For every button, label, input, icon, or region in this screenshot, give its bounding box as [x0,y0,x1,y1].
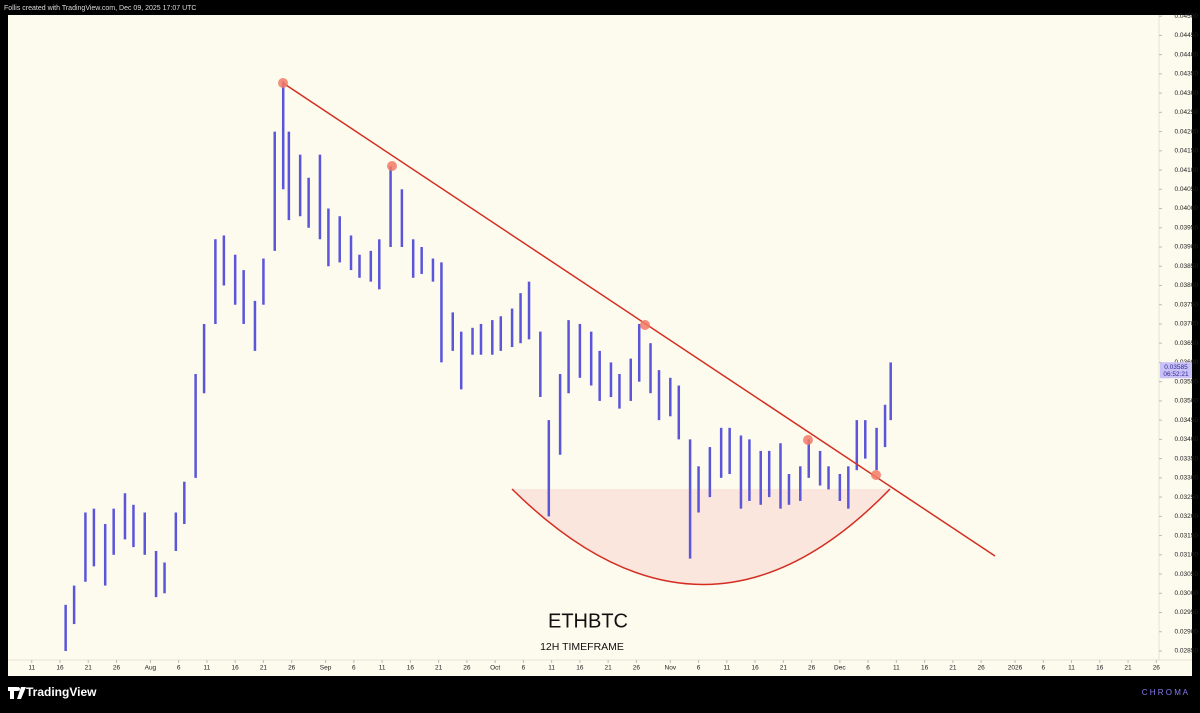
y-tick-label: 0.04100 [1175,167,1199,174]
x-tick-label: 21 [260,665,268,672]
x-tick-label: 26 [113,665,121,672]
y-tick-label: 0.04500 [1175,13,1199,20]
x-tick-label: 6 [1041,665,1045,672]
y-tick-label: 0.03900 [1175,244,1199,251]
x-tick-label: 16 [56,665,64,672]
x-tick-label: 6 [177,665,181,672]
logo-text: TradingView [26,685,97,699]
x-tick-label: 16 [751,665,759,672]
x-tick-label: Nov [665,665,677,672]
price-tag-label: 0.03585 [1164,364,1188,371]
y-tick-label: 0.03250 [1175,494,1199,501]
x-tick-label: 21 [85,665,93,672]
x-tick-label: 16 [576,665,584,672]
x-tick-label: 16 [921,665,929,672]
y-tick-label: 0.04300 [1175,90,1199,97]
y-tick-label: 0.03050 [1175,571,1199,578]
chart-subtitle: 12H TIMEFRAME [540,641,624,653]
touch-points [278,78,881,480]
x-tick-label: 21 [780,665,788,672]
x-tick-label: 26 [1153,665,1161,672]
x-tick-label: 21 [949,665,957,672]
x-tick-label: 6 [352,665,356,672]
touch-point [278,78,288,88]
chart-area [8,15,1192,676]
y-tick-label: 0.03150 [1175,532,1199,539]
x-tick-label: Sep [320,665,332,672]
x-tick-label: 11 [1068,665,1075,672]
y-tick-label: 0.03750 [1175,301,1199,308]
y-tick-label: 0.04050 [1175,186,1199,193]
footer [0,676,1200,708]
cup-arc [511,488,891,586]
x-tick-label: 26 [633,665,641,672]
x-tick-label: 11 [893,665,900,672]
y-tick-label: 0.03850 [1175,263,1199,270]
x-tick-label: 26 [978,665,986,672]
y-tick-label: 0.04150 [1175,148,1199,155]
y-tick-label: 0.02850 [1175,648,1199,655]
x-tick-label: 26 [463,665,471,672]
x-tick-label: 16 [232,665,240,672]
y-tick-label: 0.03200 [1175,513,1199,520]
y-tick-label: 0.03500 [1175,398,1199,405]
y-tick-label: 0.04200 [1175,128,1199,135]
y-tick-label: 0.04450 [1175,32,1199,39]
y-tick-label: 0.03650 [1175,340,1199,347]
x-tick-label: 21 [435,665,443,672]
y-tick-label: 0.02950 [1175,609,1199,616]
x-tick-label: 6 [522,665,526,672]
y-tick-label: 0.04000 [1175,205,1199,212]
chart-title: ETHBTC [548,610,628,632]
x-tick-label: 6 [866,665,870,672]
brand: C H R O M A [1142,688,1189,697]
touch-point [803,435,813,445]
x-tick-label: 11 [548,665,555,672]
y-tick-label: 0.03450 [1175,417,1199,424]
y-tick-label: 0.03950 [1175,224,1199,231]
bars [64,81,892,651]
price-tag-box [1160,362,1192,379]
price-tag-countdown: 06:52:21 [1163,371,1189,378]
x-tick-label: 11 [204,665,211,672]
y-tick-label: 0.03550 [1175,378,1199,385]
y-tick-label: 0.02900 [1175,628,1199,635]
x-tick-label: 26 [288,665,296,672]
x-tick-label: 16 [1096,665,1104,672]
header-text: Follis created with TradingView.com, Dec… [4,5,196,12]
y-tick-label: 0.04250 [1175,109,1199,116]
x-tick-label: 26 [808,665,816,672]
x-tick-label: 16 [407,665,415,672]
x-tick-label: 11 [723,665,730,672]
y-tick-label: 0.04350 [1175,71,1199,78]
x-tick-label: 21 [1124,665,1132,672]
y-tick-label: 0.03800 [1175,282,1199,289]
x-tick-label: 21 [605,665,613,672]
logo-mark [8,687,26,699]
x-tick-label: Oct [490,665,500,672]
y-tick-label: 0.03400 [1175,436,1199,443]
touch-point [640,320,650,330]
y-tick-label: 0.03300 [1175,475,1199,482]
x-tick-label: Dec [834,665,846,672]
y-tick-label: 0.03700 [1175,321,1199,328]
x-tick-label: Aug [145,665,157,672]
y-tick-label: 0.03350 [1175,455,1199,462]
x-tick-label: 2026 [1008,665,1023,672]
x-tick-label: 11 [28,665,35,672]
y-tick-label: 0.03000 [1175,590,1199,597]
x-tick-label: 11 [379,665,386,672]
touch-point [387,161,397,171]
touch-point [871,470,881,480]
y-tick-label: 0.03100 [1175,552,1199,559]
y-tick-label: 0.04400 [1175,51,1199,58]
x-tick-label: 6 [697,665,701,672]
